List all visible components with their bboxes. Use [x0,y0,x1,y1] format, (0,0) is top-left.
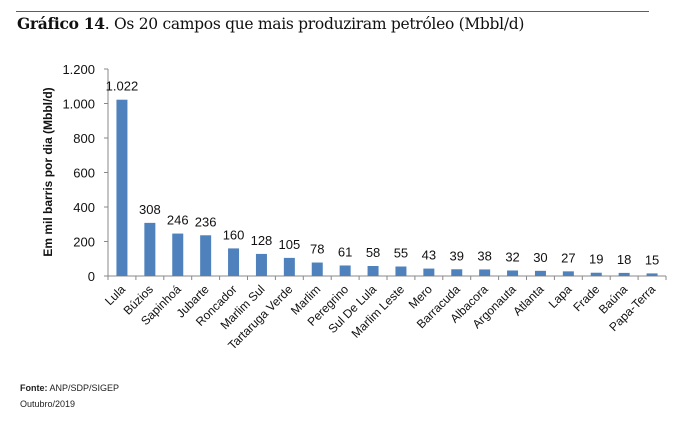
bar-roncador [228,248,240,276]
data-label: 246 [167,213,189,228]
bar-papa-terra [646,273,658,276]
data-label: 58 [366,245,380,260]
y-tick-label: 1.000 [62,97,95,112]
y-tick-label: 400 [73,200,95,215]
data-label: 1.022 [106,79,139,94]
bar-mero [423,268,435,276]
x-tick-label: Lapa [546,282,575,311]
figure-title: Gráfico 14. Os 20 campos que mais produz… [17,14,524,33]
bar-tartaruga-verde [283,257,295,276]
y-tick-label: 1.200 [62,62,95,77]
date-note: Outubro/2019 [20,399,76,409]
data-label: 128 [251,233,273,248]
data-label: 15 [645,252,659,267]
y-tick-labels: 0 200 400 600 800 1.000 1.200 [62,62,95,284]
data-label: 236 [195,214,217,229]
bar-búzios [144,222,156,276]
y-tick-label: 0 [88,269,95,284]
bar-jubarte [200,235,212,276]
y-axis-label: Em mil barris por dia (Mbbl/d) [41,87,55,256]
data-label: 43 [422,248,436,263]
bar-lapa [562,271,574,276]
source-label: Fonte: [20,383,48,393]
data-label: 105 [278,237,300,252]
bar-marlim-leste [395,266,407,276]
bar-sapinhoá [172,233,184,276]
data-label: 32 [505,249,519,264]
axes [104,68,667,280]
bar-barracuda [451,269,463,276]
data-label: 61 [338,244,352,259]
source-value: ANP/SDP/SIGEP [47,383,120,393]
data-label: 38 [477,248,491,263]
data-label: 39 [450,248,464,263]
data-label: 308 [139,202,161,217]
bar-peregrino [339,265,351,276]
bar-argonauta [507,270,519,276]
x-tick-label: Atlanta [510,282,547,319]
y-tick-label: 800 [73,131,95,146]
bar-baúna [618,272,630,276]
bar-marlim [311,262,323,276]
data-label: 19 [589,252,603,267]
y-tick-label: 200 [73,235,95,250]
data-label: 18 [617,252,631,267]
data-label: 30 [533,250,547,265]
header-rule [16,11,649,12]
bar-marlim-sul [255,253,267,276]
bars [116,99,658,276]
x-tick-labels: LulaBúziosSapinhoáJubarteRoncadorMarlim … [102,282,658,353]
data-label: 160 [223,227,245,242]
bar-sul-de-lula [367,265,379,276]
bar-lula [116,99,128,276]
data-label: 55 [394,246,408,261]
y-tick-label: 600 [73,166,95,181]
bar-frade [590,272,602,276]
source-note: Fonte: ANP/SDP/SIGEP Outubro/2019 [20,380,119,412]
figure-title-label: Gráfico 14 [17,14,105,33]
bar-atlanta [534,270,546,276]
figure-title-text: . Os 20 campos que mais produziram petró… [104,15,525,33]
bar-albacora [479,269,491,276]
data-label: 27 [561,250,575,265]
data-label: 78 [310,242,324,257]
data-labels: 1.022 308 246 236 160 128 105 78 61 58 55 43 39 38 32 3… [106,79,660,268]
